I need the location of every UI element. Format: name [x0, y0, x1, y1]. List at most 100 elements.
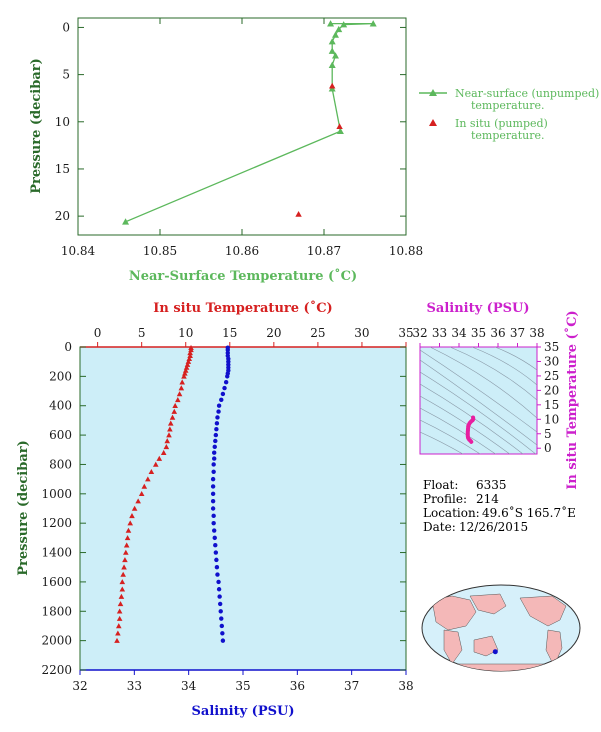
salinity-point — [219, 397, 224, 403]
temperature-point — [145, 476, 151, 482]
salinity-point — [210, 506, 216, 511]
temperature-tick-label: 10 — [178, 326, 193, 340]
ts-density-contours — [420, 347, 537, 454]
in-situ-pumped-point — [295, 211, 302, 217]
ts-salinity-tick-label: 33 — [432, 326, 447, 340]
salinity-point — [214, 427, 219, 432]
temperature-point — [182, 367, 189, 373]
temperature-point — [183, 364, 190, 370]
salinity-point — [213, 550, 219, 555]
near-surface-point — [331, 52, 339, 59]
salinity-point — [216, 587, 222, 592]
pressure-tick-label: 400 — [49, 399, 72, 413]
profile-temperature-axis-label: In situ Temperature (˚C) — [153, 300, 332, 316]
in-situ-pumped-point — [336, 123, 343, 130]
salinity-point — [214, 557, 219, 563]
near-surface-y-axis-label: Pressure (decibar) — [29, 58, 44, 194]
salinity-point — [219, 616, 224, 621]
ts-temperature-tick-label: 5 — [544, 427, 552, 441]
salinity-point — [219, 623, 225, 629]
profile-plot-frame — [79, 346, 407, 671]
salinity-point — [212, 444, 217, 450]
near-surface-x-tick-label: 10.86 — [225, 244, 259, 258]
temperature-point — [175, 397, 181, 403]
profile-pressure-axis-label: Pressure (decibar) — [16, 440, 31, 576]
ts-temperature-tick-label: 25 — [544, 369, 559, 383]
ts-salinity-tick-label: 38 — [529, 326, 544, 340]
near-surface-point — [340, 21, 348, 28]
temperature-point — [120, 571, 126, 577]
near-surface-x-tick-label: 10.87 — [307, 244, 341, 258]
date-label: Date: — [423, 520, 456, 534]
near-surface-chart: 10.84 10.85 10.86 10.87 10.88 0 5 10 15 20 Near-… — [29, 17, 599, 284]
near-surface-point — [328, 61, 336, 68]
pressure-tick-label: 2000 — [41, 634, 72, 648]
ts-temperature-tick-label: 30 — [544, 354, 559, 368]
near-surface-x-tick-label: 10.84 — [61, 244, 96, 258]
temperature-tick-label: 20 — [266, 326, 281, 340]
salinity-point — [212, 535, 217, 541]
temperature-tick-label: 5 — [138, 326, 146, 340]
pressure-tick-label: 200 — [49, 369, 72, 383]
profile-salinity-axis-label: Salinity (PSU) — [192, 704, 295, 719]
pressure-tick-label: 2200 — [41, 663, 72, 677]
salinity-tick-label: 37 — [344, 679, 359, 693]
float-location-marker — [492, 649, 498, 655]
ts-salinity-tick-label: 36 — [490, 326, 505, 340]
temperature-point — [169, 414, 176, 420]
salinity-point — [223, 380, 229, 385]
temperature-point — [121, 564, 127, 570]
salinity-point — [210, 498, 216, 504]
location-label: Location: — [423, 506, 480, 520]
near-surface-plot-frame — [77, 17, 407, 236]
temperature-point — [141, 483, 148, 489]
temperature-point — [167, 420, 174, 426]
temperature-tick-label: 30 — [354, 326, 369, 340]
salinity-point — [211, 462, 216, 467]
temperature-point — [185, 358, 192, 364]
in-situ-temperature-series — [114, 344, 194, 643]
location-value: 49.6˚S 165.7˚E — [482, 505, 576, 520]
salinity-point — [220, 631, 225, 636]
pressure-tick-label: 800 — [49, 457, 72, 471]
float-value: 6335 — [476, 478, 507, 492]
ts-temperature-tick-label: 35 — [544, 340, 559, 354]
salinity-point — [216, 409, 221, 414]
ts-salinity-tick-label: 34 — [451, 326, 467, 340]
near-surface-legend: Near-surface (unpumped) temperature. In … — [419, 87, 599, 142]
temperature-point — [181, 373, 187, 379]
salinity-point — [210, 484, 216, 489]
salinity-point — [217, 601, 223, 607]
salinity-tick-label: 34 — [181, 679, 197, 693]
ts-temperature-axis-label: In situ Temperature (˚C) — [564, 310, 580, 489]
temperature-point — [187, 353, 193, 359]
temperature-point — [138, 491, 145, 497]
near-surface-x-ticks: 10.84 10.85 10.86 10.87 10.88 — [61, 18, 423, 258]
salinity-point — [213, 438, 218, 444]
pressure-tick-label: 1000 — [41, 487, 72, 501]
salinity-series — [210, 345, 231, 643]
pressure-tick-label: 1800 — [41, 604, 72, 618]
profile-label: Profile: — [423, 492, 467, 506]
legend-near-surface-marker — [429, 89, 437, 96]
temperature-point — [116, 615, 123, 621]
float-info: Float: 6335 Profile: 214 Location: 49.6˚… — [423, 478, 576, 534]
temperature-point — [171, 408, 178, 414]
legend-near-surface-label: Near-surface (unpumped) — [455, 87, 599, 100]
salinity-point — [215, 415, 220, 420]
near-surface-point — [369, 20, 377, 27]
legend-in-situ-marker — [429, 119, 437, 126]
temperature-tick-label: 0 — [94, 326, 102, 340]
temperature-point — [117, 601, 124, 607]
salinity-tick-label: 32 — [72, 679, 87, 693]
temperature-point — [116, 608, 123, 614]
salinity-point — [215, 572, 220, 577]
near-surface-y-tick-label: 20 — [55, 209, 70, 223]
near-surface-y-tick-label: 0 — [62, 20, 70, 34]
near-surface-point — [336, 127, 344, 135]
salinity-point — [217, 594, 222, 599]
salinity-point — [210, 476, 216, 482]
temperature-point — [135, 498, 141, 504]
salinity-point — [214, 421, 220, 426]
